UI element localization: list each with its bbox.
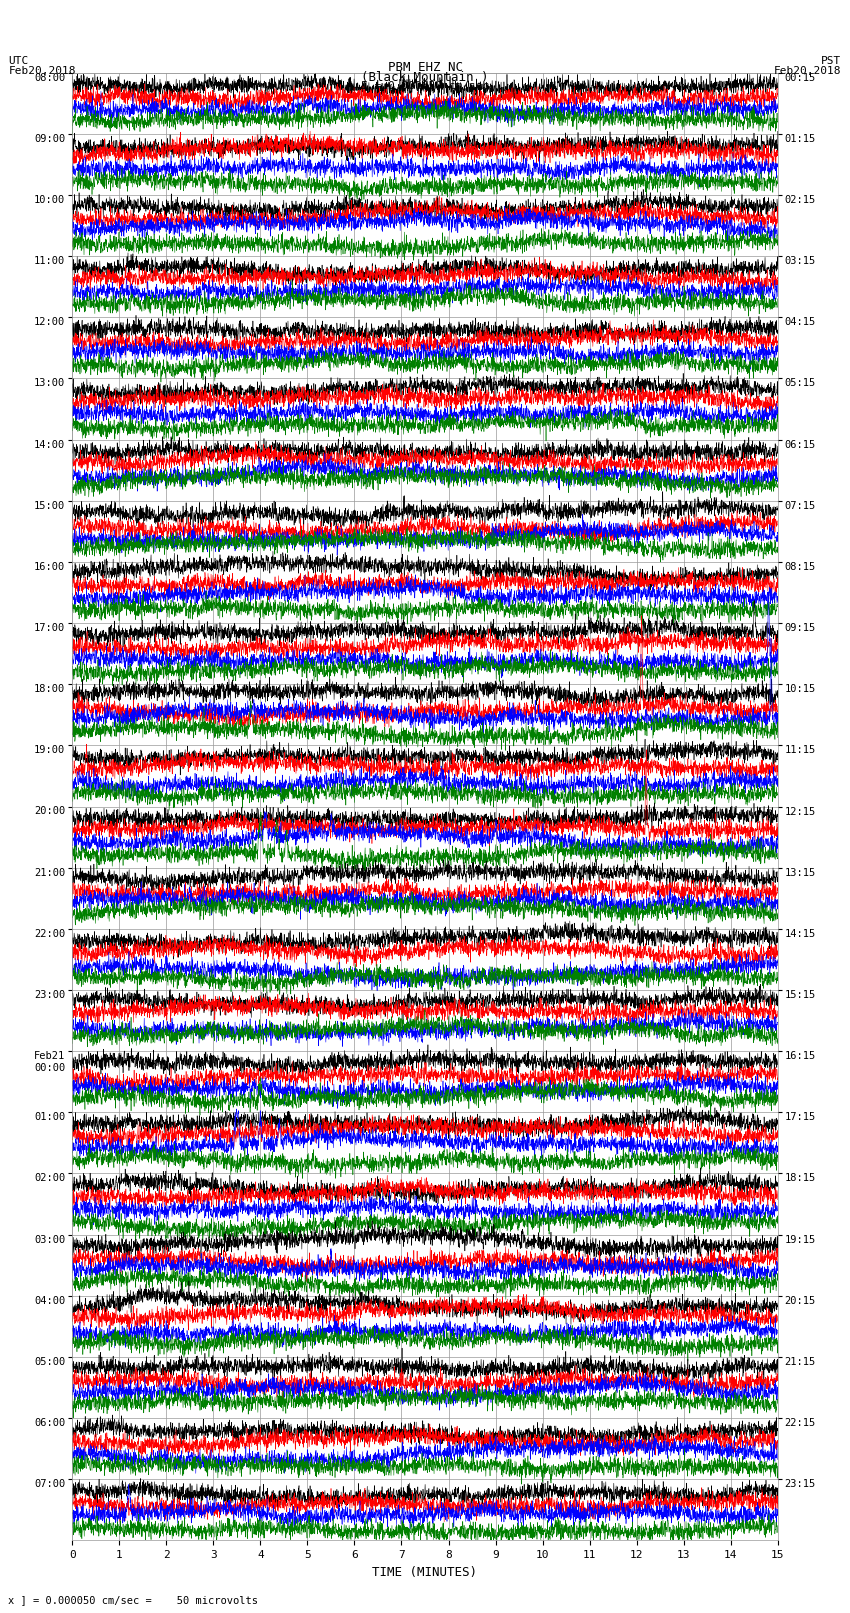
Text: Feb20,2018: Feb20,2018	[774, 66, 842, 76]
Text: x ] = 0.000050 cm/sec =    50 microvolts: x ] = 0.000050 cm/sec = 50 microvolts	[8, 1595, 258, 1605]
Text: UTC: UTC	[8, 56, 29, 66]
X-axis label: TIME (MINUTES): TIME (MINUTES)	[372, 1566, 478, 1579]
Text: I = 0.000050 cm/sec: I = 0.000050 cm/sec	[361, 81, 489, 90]
Text: PST: PST	[821, 56, 842, 66]
Text: (Black Mountain ): (Black Mountain )	[361, 71, 489, 84]
Text: PBM EHZ NC: PBM EHZ NC	[388, 61, 462, 74]
Text: Feb20,2018: Feb20,2018	[8, 66, 76, 76]
